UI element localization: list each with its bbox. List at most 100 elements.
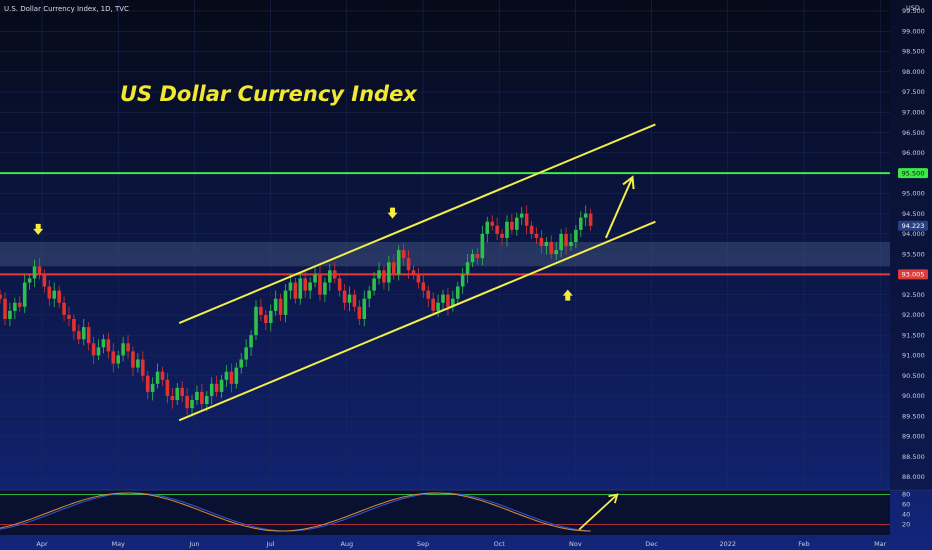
candle-101 — [495, 217, 499, 240]
candle-118 — [578, 211, 583, 238]
candle-body-103 — [505, 221, 509, 238]
candle-body-115 — [564, 233, 568, 247]
candle-body-56 — [273, 298, 278, 311]
candle-body-18 — [86, 327, 91, 344]
candle-38 — [185, 387, 189, 416]
candles[interactable] — [0, 205, 593, 417]
candle-12 — [57, 285, 61, 308]
candle-76 — [372, 271, 376, 296]
osc-tick-2: 60 — [902, 501, 910, 509]
candle-body-71 — [347, 294, 352, 303]
candle-34 — [165, 373, 170, 404]
candle-21 — [101, 334, 106, 354]
candle-93 — [455, 281, 460, 305]
candle-body-40 — [195, 391, 199, 401]
candle-86 — [421, 274, 426, 298]
candle-body-105 — [515, 217, 519, 230]
candle-body-5 — [22, 282, 27, 307]
candle-10 — [47, 280, 52, 306]
candle-7 — [32, 259, 37, 287]
candle-51 — [249, 330, 253, 356]
candle-body-66 — [323, 282, 327, 295]
candle-body-4 — [17, 302, 22, 307]
candle-body-90 — [441, 294, 445, 303]
candle-body-79 — [387, 262, 391, 283]
candle-119 — [583, 205, 588, 227]
time-tick-0: Apr — [36, 540, 48, 548]
candle-31 — [150, 377, 155, 401]
currency-label: USD — [906, 4, 920, 12]
osc-tick-3: 80 — [902, 491, 910, 499]
candle-79 — [387, 255, 391, 292]
candle-body-6 — [27, 278, 32, 283]
candle-63 — [308, 277, 312, 300]
candle-body-85 — [416, 274, 421, 283]
candle-110 — [539, 229, 544, 254]
support-price-label-bg — [898, 269, 928, 280]
candle-20 — [96, 339, 101, 361]
time-tick-7: Nov — [569, 540, 582, 548]
candle-16 — [77, 324, 81, 345]
candle-body-55 — [268, 310, 273, 324]
candle-100 — [490, 215, 495, 231]
candle-body-69 — [337, 278, 342, 291]
candle-body-23 — [111, 351, 116, 364]
time-tick-10: Feb — [798, 540, 810, 548]
candle-body-7 — [32, 266, 37, 279]
support-price-label-text: 93.005 — [902, 271, 925, 279]
candle-body-16 — [77, 331, 81, 340]
candle-body-32 — [155, 371, 160, 384]
candle-body-81 — [396, 250, 401, 275]
price-axis[interactable] — [890, 0, 932, 490]
candle-body-89 — [436, 302, 440, 311]
candle-23 — [111, 343, 116, 373]
price-lines — [0, 172, 890, 276]
candle-body-15 — [72, 318, 76, 332]
candle-body-21 — [101, 339, 106, 348]
candle-body-92 — [451, 298, 455, 307]
oscillator-axis-ticks: 20 40 60 80 — [902, 491, 910, 529]
osc-tick-1: 40 — [902, 511, 910, 519]
candle-body-37 — [180, 387, 184, 396]
candle-body-42 — [204, 395, 209, 405]
price-tick-7: 91.500 — [902, 331, 925, 339]
chart-title: US Dollar Currency Index — [120, 82, 418, 106]
candle-body-44 — [214, 383, 219, 392]
candle-103 — [505, 215, 509, 247]
candle-body-117 — [574, 229, 578, 242]
time-tick-8: Dec — [645, 540, 658, 548]
candle-body-104 — [510, 221, 514, 230]
candle-84 — [411, 265, 416, 280]
price-tick-12: 94.000 — [902, 230, 925, 238]
candle-66 — [323, 277, 327, 302]
current-price-label-text: 94.223 — [902, 222, 925, 230]
candle-2 — [8, 302, 12, 327]
candle-body-108 — [529, 225, 534, 234]
candle-body-101 — [495, 225, 499, 234]
candle-body-76 — [372, 278, 376, 291]
time-tick-5: Sep — [417, 540, 429, 548]
candle-body-57 — [278, 298, 283, 315]
candle-body-100 — [490, 221, 495, 226]
oscillator-panel[interactable] — [0, 489, 932, 535]
candle-115 — [564, 227, 568, 255]
candle-14 — [67, 306, 71, 327]
candle-8 — [37, 258, 42, 280]
candle-11 — [52, 282, 57, 308]
candle-body-52 — [254, 306, 258, 336]
candle-57 — [278, 293, 283, 321]
price-labels: 95.500 93.005 94.223 — [898, 168, 928, 280]
candle-body-60 — [293, 282, 298, 299]
candle-body-86 — [421, 282, 426, 291]
candle-body-82 — [401, 250, 406, 259]
candle-body-97 — [475, 254, 480, 259]
candle-59 — [288, 274, 293, 300]
candle-49 — [239, 353, 244, 374]
candle-6 — [27, 273, 32, 290]
candle-body-68 — [332, 270, 337, 279]
candle-body-19 — [91, 343, 96, 356]
candle-body-74 — [362, 298, 367, 319]
candle-70 — [342, 284, 347, 311]
candle-body-75 — [367, 290, 371, 299]
